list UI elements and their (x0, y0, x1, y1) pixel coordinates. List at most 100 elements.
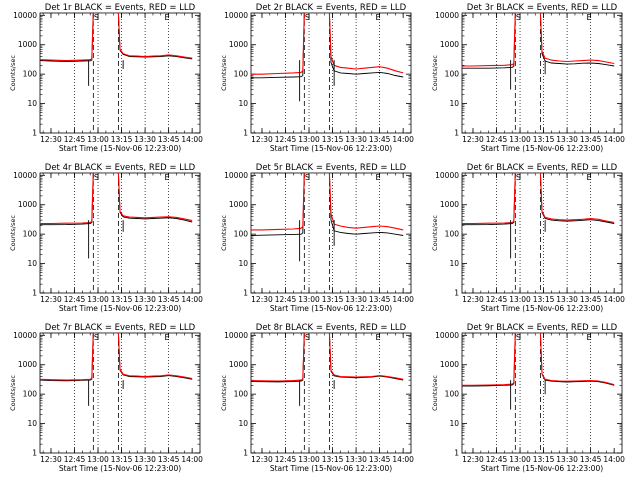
panel-title: Det 6r BLACK = Events, RED = LLD (467, 163, 618, 173)
marker-s: S (516, 333, 521, 342)
y-tick-label: 10000 (435, 11, 459, 20)
x-tick-label: 13:45 (158, 295, 180, 304)
x-tick-label: 12:30 (40, 135, 62, 144)
panel-9: Det 9r BLACK = Events, RED = LLD 1 10 100 10… (431, 323, 625, 473)
marker-s: S (94, 333, 99, 342)
y-tick-label: 10000 (224, 11, 248, 20)
marker-s: S (516, 173, 521, 182)
y-tick-label: 1 (32, 289, 37, 298)
y-tick-label: 10000 (13, 11, 37, 20)
x-tick-label: 12:45 (64, 135, 86, 144)
x-tick-label: 13:00 (298, 135, 320, 144)
y-tick-label: 100 (234, 390, 249, 399)
x-tick-label: 13:15 (322, 135, 344, 144)
x-tick-label: 12:30 (40, 455, 62, 464)
x-tick-label: 13:45 (580, 295, 602, 304)
series-events-line (40, 333, 193, 382)
y-tick-label: 1000 (229, 40, 248, 49)
y-tick-label: 1 (243, 449, 248, 458)
marker-s: S (94, 173, 99, 182)
x-tick-label: 12:30 (462, 295, 484, 304)
y-tick-label: 10 (238, 99, 248, 108)
series-events-line (40, 13, 193, 62)
y-tick-label: 10 (449, 419, 459, 428)
y-axis-label: Counts/sec (9, 375, 17, 411)
y-tick-label: 1 (454, 449, 459, 458)
panel-4: Det 4r BLACK = Events, RED = LLD 1 10 100 10… (9, 163, 203, 313)
x-tick-label: 13:30 (345, 295, 367, 304)
y-tick-label: 10000 (13, 171, 37, 180)
panel-title: Det 8r BLACK = Events, RED = LLD (256, 323, 407, 333)
marker-e: E (165, 173, 170, 182)
y-axis-label: Counts/sec (431, 375, 439, 411)
x-axis-label: Start Time (15-Nov-06 12:23:00) (270, 464, 392, 473)
x-tick-label: 12:45 (64, 295, 86, 304)
marker-s: S (305, 173, 310, 182)
x-tick-label: 13:15 (111, 135, 133, 144)
plot-area (462, 173, 615, 259)
y-tick-label: 1 (243, 289, 248, 298)
x-tick-label: 12:30 (251, 455, 273, 464)
y-axis-label: Counts/sec (431, 215, 439, 251)
x-axis-label: Start Time (15-Nov-06 12:23:00) (270, 304, 392, 313)
y-axis-label: Counts/sec (431, 55, 439, 91)
marker-e: E (376, 173, 381, 182)
plot-area (462, 333, 615, 410)
y-axis-label: Counts/sec (220, 55, 228, 91)
x-axis-label: Start Time (15-Nov-06 12:23:00) (270, 144, 392, 153)
x-tick-label: 12:45 (64, 455, 86, 464)
x-tick-label: 14:00 (392, 295, 414, 304)
marker-e: E (587, 333, 592, 342)
x-tick-label: 13:00 (87, 455, 109, 464)
x-tick-label: 13:15 (533, 295, 555, 304)
panel-title: Det 1r BLACK = Events, RED = LLD (45, 3, 196, 13)
y-tick-label: 10000 (13, 331, 37, 340)
y-axis-label: Counts/sec (9, 55, 17, 91)
y-axis-label: Counts/sec (9, 215, 17, 251)
x-tick-label: 13:30 (134, 295, 156, 304)
plot-frame (250, 172, 412, 294)
y-tick-label: 1 (32, 129, 37, 138)
y-tick-label: 10 (449, 259, 459, 268)
x-axis-label: Start Time (15-Nov-06 12:23:00) (59, 464, 181, 473)
y-tick-label: 10 (449, 99, 459, 108)
x-tick-label: 14:00 (603, 295, 625, 304)
y-tick-label: 1 (454, 289, 459, 298)
x-axis-label: Start Time (15-Nov-06 12:23:00) (59, 144, 181, 153)
x-tick-label: 12:30 (251, 135, 273, 144)
marker-s: S (305, 13, 310, 22)
series-lld-line (40, 13, 193, 62)
x-tick-label: 12:30 (251, 295, 273, 304)
y-tick-label: 1 (32, 449, 37, 458)
series-lld-line (251, 333, 404, 382)
marker-e: E (587, 173, 592, 182)
series-lld-line (462, 13, 615, 67)
x-tick-label: 12:45 (486, 135, 508, 144)
y-tick-label: 1000 (229, 200, 248, 209)
y-tick-label: 1000 (18, 360, 37, 369)
plot-area (40, 13, 193, 86)
x-tick-label: 13:30 (556, 295, 578, 304)
y-tick-label: 100 (23, 230, 38, 239)
y-tick-label: 1000 (440, 200, 459, 209)
panel-3: Det 3r BLACK = Events, RED = LLD 1 10 100 10… (431, 3, 625, 153)
y-tick-label: 100 (445, 70, 460, 79)
y-tick-label: 100 (445, 390, 460, 399)
x-tick-label: 12:45 (486, 455, 508, 464)
x-tick-label: 13:00 (298, 295, 320, 304)
x-tick-label: 13:15 (533, 455, 555, 464)
y-tick-label: 1 (454, 129, 459, 138)
x-axis-label: Start Time (15-Nov-06 12:23:00) (59, 304, 181, 313)
x-tick-label: 13:45 (580, 455, 602, 464)
plot-area (251, 333, 404, 406)
x-tick-label: 13:15 (111, 455, 133, 464)
y-tick-label: 100 (23, 70, 38, 79)
plot-frame (250, 12, 412, 134)
marker-s: S (516, 13, 521, 22)
panel-2: Det 2r BLACK = Events, RED = LLD 1 10 100 10… (220, 3, 414, 153)
series-events-line (251, 13, 404, 79)
y-tick-label: 10 (238, 419, 248, 428)
series-lld-line (40, 173, 193, 225)
y-tick-label: 100 (234, 230, 249, 239)
